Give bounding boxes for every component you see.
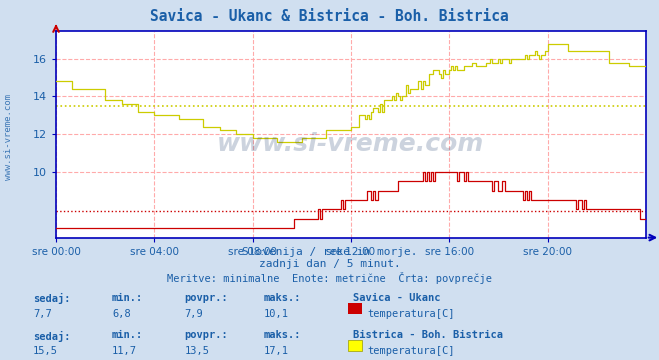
Text: maks.:: maks.:: [264, 293, 301, 303]
Text: Savica - Ukanc: Savica - Ukanc: [353, 293, 440, 303]
Text: 7,9: 7,9: [185, 309, 203, 319]
Text: min.:: min.:: [112, 293, 143, 303]
Text: 15,5: 15,5: [33, 346, 58, 356]
Text: maks.:: maks.:: [264, 330, 301, 341]
Text: 11,7: 11,7: [112, 346, 137, 356]
Text: Savica - Ukanc & Bistrica - Boh. Bistrica: Savica - Ukanc & Bistrica - Boh. Bistric…: [150, 9, 509, 24]
Text: temperatura[C]: temperatura[C]: [368, 309, 455, 319]
Text: sedaj:: sedaj:: [33, 293, 71, 305]
Text: 7,7: 7,7: [33, 309, 51, 319]
Text: www.si-vreme.com: www.si-vreme.com: [4, 94, 13, 180]
Text: sedaj:: sedaj:: [33, 330, 71, 342]
Text: www.si-vreme.com: www.si-vreme.com: [217, 132, 484, 157]
Text: zadnji dan / 5 minut.: zadnji dan / 5 minut.: [258, 259, 401, 269]
Text: 17,1: 17,1: [264, 346, 289, 356]
Text: temperatura[C]: temperatura[C]: [368, 346, 455, 356]
Text: 10,1: 10,1: [264, 309, 289, 319]
Text: povpr.:: povpr.:: [185, 293, 228, 303]
Text: min.:: min.:: [112, 330, 143, 341]
Text: 6,8: 6,8: [112, 309, 130, 319]
Text: 13,5: 13,5: [185, 346, 210, 356]
Text: Bistrica - Boh. Bistrica: Bistrica - Boh. Bistrica: [353, 330, 503, 341]
Text: Slovenija / reke in morje.: Slovenija / reke in morje.: [242, 247, 417, 257]
Text: povpr.:: povpr.:: [185, 330, 228, 341]
Text: Meritve: minimalne  Enote: metrične  Črta: povprečje: Meritve: minimalne Enote: metrične Črta:…: [167, 272, 492, 284]
